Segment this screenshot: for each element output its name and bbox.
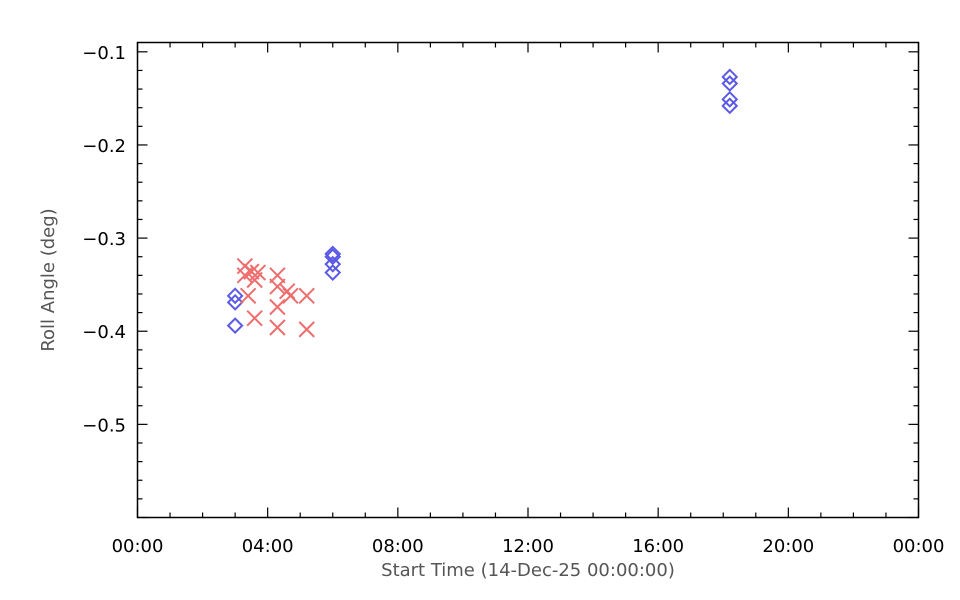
x-mark-point xyxy=(249,264,267,281)
y-tick-label: −0.1 xyxy=(82,43,126,64)
diamond-point xyxy=(721,90,739,108)
axis-tick-labels: 00:00 04:00 08:00 12:00 16:00 20:00 00:00 −0.1 −… xyxy=(82,43,944,557)
x-mark-point xyxy=(282,287,299,305)
x-tick-label: 00:00 xyxy=(893,536,945,557)
y-tick-label: −0.4 xyxy=(82,322,126,343)
diamond-point xyxy=(721,68,739,86)
diamond-point xyxy=(324,248,342,266)
y-tick-label: −0.3 xyxy=(82,229,126,250)
y-tick-label: −0.5 xyxy=(82,415,126,436)
x-mark-point xyxy=(298,287,315,305)
diamond-point xyxy=(226,287,244,305)
x-tick-label: 04:00 xyxy=(242,536,294,557)
x-tick-label: 20:00 xyxy=(762,536,814,557)
y-tick-label: −0.2 xyxy=(82,136,126,157)
data-points xyxy=(226,68,739,338)
diamond-point xyxy=(226,317,244,335)
x-mark-point xyxy=(298,321,315,338)
diamond-point xyxy=(226,293,244,311)
diamond-point xyxy=(324,245,342,263)
y-axis-title: Roll Angle (deg) xyxy=(38,208,59,351)
axis-ticks xyxy=(136,42,920,519)
diamond-point xyxy=(324,255,342,273)
x-mark-point xyxy=(269,319,286,336)
x-mark-point xyxy=(243,263,260,280)
x-mark-point xyxy=(246,309,263,327)
diamond-point xyxy=(721,97,739,115)
x-axis-title: Start Time (14-Dec-25 00:00:00) xyxy=(381,560,675,581)
x-tick-label: 12:00 xyxy=(502,536,554,557)
x-mark-point xyxy=(269,298,286,316)
x-tick-label: 00:00 xyxy=(112,536,164,557)
diamond-point xyxy=(721,75,739,92)
diamond-point xyxy=(324,264,342,281)
x-mark-point xyxy=(269,278,286,295)
x-tick-label: 16:00 xyxy=(632,536,684,557)
x-mark-point xyxy=(239,287,257,305)
x-tick-label: 08:00 xyxy=(372,536,424,557)
